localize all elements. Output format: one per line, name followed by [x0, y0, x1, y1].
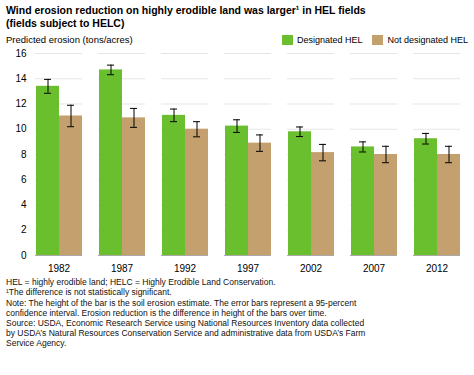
svg-text:4: 4	[21, 199, 27, 210]
svg-text:0: 0	[21, 250, 27, 261]
html-text:confidence interval. Erosion r: confidence interval. Erosion reduction i…	[6, 307, 327, 318]
html-text:by USDA’s Natural Resources Co: by USDA’s Natural Resources Conservation…	[6, 328, 366, 339]
svg-text:2002: 2002	[300, 263, 323, 274]
html-text:(fields subject to HELC): (fields subject to HELC)	[6, 17, 125, 30]
html-text:HEL = highly erodible land; HE: HEL = highly erodible land; HELC = Highl…	[6, 277, 276, 288]
svg-text:8: 8	[21, 149, 27, 160]
svg-text:2012: 2012	[426, 263, 449, 274]
svg-text:14: 14	[15, 73, 27, 84]
svg-text:2007: 2007	[363, 263, 386, 274]
svg-text:2: 2	[21, 225, 27, 236]
html-text:Service Agency.: Service Agency.	[6, 338, 67, 349]
svg-text:1997: 1997	[237, 263, 260, 274]
svg-text:1982: 1982	[48, 263, 71, 274]
html-text:Wind erosion reduction on high: Wind erosion reduction on highly erodibl…	[6, 4, 366, 16]
svg-text:16: 16	[15, 48, 27, 59]
svg-text:12: 12	[15, 98, 27, 109]
html-text:Designated HEL: Designated HEL	[296, 34, 363, 45]
svg-text:1992: 1992	[174, 263, 197, 274]
html-text:Note: The height of the bar is: Note: The height of the bar is the soil …	[6, 297, 357, 308]
html-text:¹The difference is not statist: ¹The difference is not statistically sig…	[6, 287, 172, 298]
svg-text:6: 6	[21, 174, 27, 185]
svg-text:10: 10	[15, 124, 27, 135]
svg-text:1987: 1987	[111, 263, 134, 274]
html-text:Predicted erosion (tons/acres): Predicted erosion (tons/acres)	[6, 34, 133, 46]
html-text:Source: USDA, Economic Researc: Source: USDA, Economic Research Service …	[6, 318, 365, 328]
html-text:Not designated HEL: Not designated HEL	[387, 34, 468, 45]
